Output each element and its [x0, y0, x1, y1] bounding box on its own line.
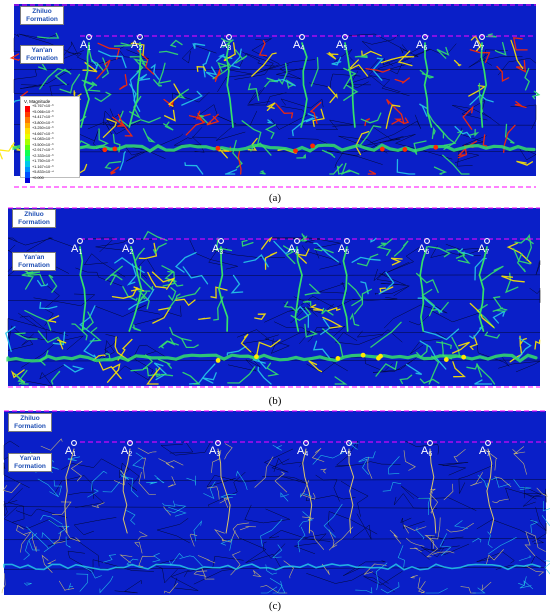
legend-value: +2.917×10⁻³ [32, 148, 54, 152]
monitor-point-label: A1 [71, 243, 83, 257]
legend-swatch [25, 166, 30, 172]
legend-swatch [25, 172, 30, 178]
monitor-point-marker [77, 238, 83, 244]
panel-a: Zhiluo Formation Yan'an Formation V, Mag… [0, 0, 550, 210]
legend-value: +4.083×10⁻³ [32, 137, 54, 141]
monitor-point-label: A1 [65, 445, 77, 459]
monitor-point-label: A2 [131, 39, 143, 53]
fracture-network [5, 230, 541, 385]
monitor-point-marker [422, 34, 428, 40]
monitor-point-label: A7 [479, 445, 491, 459]
yanan-formation-label: Yan'an Formation [12, 252, 56, 271]
legend-swatch [25, 161, 30, 167]
zhiluo-formation-label: Zhiluo Formation [8, 413, 52, 432]
boundary-dashes [14, 4, 536, 188]
monitor-point-marker [218, 238, 224, 244]
monitor-point-marker [344, 238, 350, 244]
legend-value: +5.767×10⁻³ [32, 104, 54, 108]
monitor-point-marker [215, 440, 221, 446]
monitor-point-label: A6 [418, 243, 430, 257]
legend-labels: +5.767×10⁻³ +5.066×10⁻³ +4.417×10⁻³ +3.800×… [32, 104, 54, 181]
monitor-point-label: A3 [209, 445, 221, 459]
monitor-point-marker [71, 440, 77, 446]
monitor-point-marker [128, 238, 134, 244]
monitor-point-marker [86, 34, 92, 40]
legend-value: +1.750×10⁻³ [32, 159, 54, 163]
monitor-point-label: A5 [338, 243, 350, 257]
legend-value: +3.800×10⁻³ [32, 120, 54, 125]
monitor-point-label: A1 [80, 39, 92, 53]
fracture-network [1, 438, 550, 594]
legend-swatch [25, 139, 30, 145]
monitor-point-marker [137, 34, 143, 40]
monitor-point-label: A4 [293, 39, 305, 53]
monitor-point-label: A7 [473, 39, 485, 53]
legend-swatch [25, 122, 30, 128]
panel-b: Zhiluo Formation Yan'an Formation (b) A1… [0, 202, 550, 410]
yanan-formation-label: Yan'an Formation [8, 453, 52, 472]
monitor-point-marker [424, 238, 430, 244]
legend-value: +2.333×10⁻³ [32, 153, 54, 158]
monitor-point-label: A6 [416, 39, 428, 53]
monitor-point-marker [299, 34, 305, 40]
panel-b-plot [5, 207, 541, 388]
zhiluo-formation-label: Zhiluo Formation [20, 6, 64, 25]
monitor-point-marker [303, 440, 309, 446]
yanan-formation-label: Yan'an Formation [20, 45, 64, 64]
legend-swatch [25, 144, 30, 150]
legend-value: +0.000 [32, 175, 44, 180]
monitor-point-label: A3 [212, 243, 224, 257]
legend-value: +4.417×10⁻³ [32, 115, 54, 119]
monitor-point-label: A2 [122, 243, 134, 257]
legend-swatch [25, 117, 30, 123]
monitor-point-label: A4 [288, 243, 300, 257]
monitor-point-marker [427, 440, 433, 446]
legend-value: +1.167×10⁻³ [32, 164, 54, 169]
legend-swatch [25, 177, 30, 183]
monitor-point-label: A5 [336, 39, 348, 53]
grain-network [7, 237, 541, 387]
legend-swatch [25, 133, 30, 139]
legend-value: +4.667×10⁻³ [32, 131, 54, 136]
panel-b-caption: (b) [268, 395, 282, 407]
boundary-dashes [4, 410, 546, 443]
monitor-point-label: A5 [340, 445, 352, 459]
monitor-point-label: A4 [297, 445, 309, 459]
monitor-point-label: A7 [478, 243, 490, 257]
monitor-point-label: A2 [121, 445, 133, 459]
monitor-point-marker [484, 238, 490, 244]
zhiluo-formation-label: Zhiluo Formation [12, 209, 56, 228]
panel-c-caption: (c) [268, 600, 282, 612]
legend-swatch [25, 150, 30, 156]
legend-value: +5.066×10⁻³ [32, 109, 54, 114]
boundary-dashes [8, 207, 540, 388]
monitor-point-marker [294, 238, 300, 244]
monitor-point-marker [479, 34, 485, 40]
panel-a-plot [0, 4, 541, 188]
legend-swatch [25, 128, 30, 134]
panel-c-plot [1, 410, 550, 595]
magnitude-legend: V, Magnitude +5.767×10⁻³ +5.066×10⁻³ +4.41… [20, 96, 80, 183]
legend-color-bar [25, 106, 30, 183]
monitor-point-marker [485, 440, 491, 446]
monitor-point-label: A6 [421, 445, 433, 459]
legend-swatch [25, 106, 30, 112]
panel-a-caption: (a) [268, 192, 282, 204]
monitor-point-marker [342, 34, 348, 40]
monitor-point-label: A3 [220, 39, 232, 53]
fracture-network [0, 32, 541, 176]
legend-title: V, Magnitude [24, 99, 51, 104]
legend-value: +3.250×10⁻³ [32, 126, 54, 130]
monitor-point-marker [226, 34, 232, 40]
legend-value: +3.500×10⁻³ [32, 142, 54, 147]
legend-swatch [25, 155, 30, 161]
monitor-point-marker [127, 440, 133, 446]
legend-swatch [25, 111, 30, 117]
legend-value: +5.833×10⁻⁴ [32, 170, 54, 174]
panel-c: Zhiluo Formation Yan'an Formation (c) A1… [0, 405, 550, 615]
monitor-point-marker [346, 440, 352, 446]
